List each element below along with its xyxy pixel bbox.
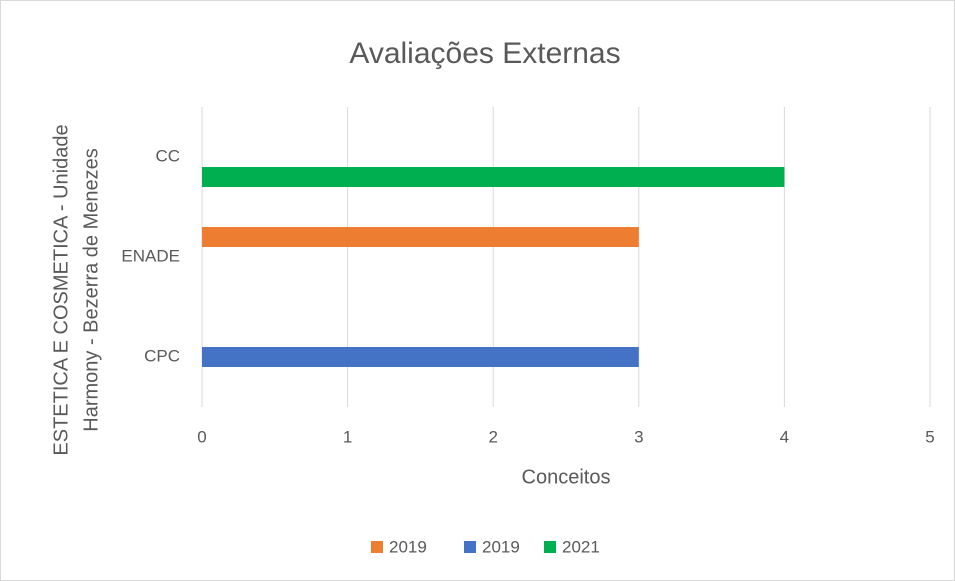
y-tick-label: CPC bbox=[144, 346, 180, 365]
x-tick-label: 1 bbox=[343, 427, 352, 446]
x-tick-label: 0 bbox=[197, 427, 206, 446]
x-tick-label: 3 bbox=[634, 427, 643, 446]
y-axis-title: Harmony - Bezerra de Menezes bbox=[80, 148, 102, 431]
y-tick-label: CC bbox=[155, 146, 180, 165]
bar bbox=[202, 227, 639, 247]
legend-label: 2019 bbox=[389, 537, 427, 556]
x-axis-title: Conceitos bbox=[522, 466, 611, 488]
legend-label: 2021 bbox=[562, 537, 600, 556]
x-tick-label: 2 bbox=[488, 427, 497, 446]
x-tick-label: 4 bbox=[780, 427, 789, 446]
legend-swatch bbox=[464, 541, 476, 553]
x-tick-label: 5 bbox=[925, 427, 934, 446]
y-tick-label: ENADE bbox=[121, 246, 180, 265]
chart-title: Avaliações Externas bbox=[349, 37, 620, 70]
legend-swatch bbox=[544, 541, 556, 553]
legend-swatch bbox=[371, 541, 383, 553]
legend-label: 2019 bbox=[482, 537, 520, 556]
y-axis-title: ESTETICA E COSMETICA - Unidade bbox=[50, 124, 72, 455]
bar bbox=[202, 347, 639, 367]
bar bbox=[202, 167, 785, 187]
